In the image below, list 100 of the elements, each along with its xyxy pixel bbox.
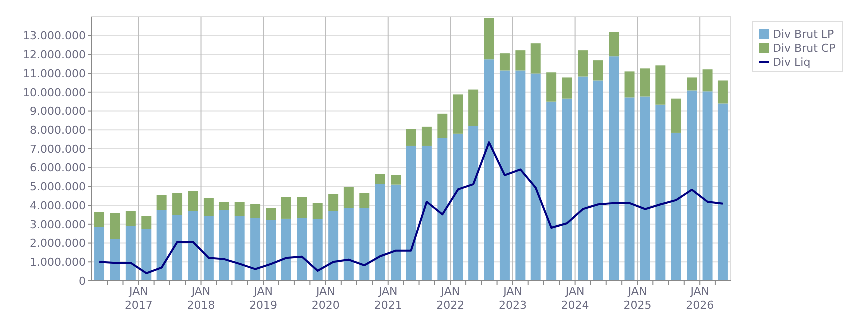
bar (546, 102, 557, 281)
bar (640, 68, 650, 97)
bar (624, 72, 635, 98)
x-tick-label: JAN 2024 (561, 285, 590, 312)
bar (671, 98, 682, 133)
bar (344, 208, 354, 281)
bar (530, 44, 541, 74)
y-tick-label: 1.000.000 (30, 256, 86, 269)
bar (94, 212, 105, 228)
bar (360, 208, 370, 281)
bar (453, 94, 464, 134)
bar (500, 70, 510, 281)
bar (516, 70, 526, 281)
x-tick-label: JAN 2019 (250, 285, 278, 312)
bar (172, 193, 183, 215)
bar (438, 138, 448, 281)
x-tick-label: JAN 2022 (436, 285, 465, 312)
legend-label: Div Brut CP (773, 42, 836, 55)
bar (281, 197, 292, 219)
bar (406, 129, 416, 146)
bar (94, 227, 105, 281)
bar (438, 114, 448, 138)
x-tick-label: JAN 2020 (312, 285, 340, 312)
bar (656, 104, 666, 281)
y-tick-label: 13.000.000 (23, 30, 86, 43)
line-series (98, 142, 724, 274)
bar (687, 78, 698, 91)
bar (344, 187, 354, 208)
bar (702, 92, 713, 281)
bar (593, 80, 604, 281)
y-tick-label: 3.000.000 (30, 218, 86, 232)
bar (422, 126, 432, 146)
bar (562, 78, 572, 99)
bar (234, 216, 245, 281)
y-tick-label: 8.000.000 (30, 124, 86, 137)
bar (453, 134, 464, 281)
x-tick-label: JAN 2018 (187, 285, 216, 312)
bar (687, 90, 698, 281)
bar (297, 218, 308, 281)
bar (656, 66, 666, 105)
bar (219, 210, 230, 281)
bar (484, 18, 494, 60)
bar (188, 191, 198, 212)
bar (188, 211, 198, 281)
bar (204, 216, 214, 281)
y-tick-label: 6.000.000 (30, 162, 86, 175)
bar (609, 32, 620, 57)
bar (578, 50, 588, 77)
bar (562, 98, 572, 281)
bar (110, 213, 120, 240)
bar (640, 96, 650, 281)
legend-label: Div Liq (773, 56, 811, 69)
bar (328, 211, 339, 281)
bar (578, 76, 588, 281)
y-tick-label: 2.000.000 (30, 237, 86, 250)
bar (530, 74, 541, 281)
bar (422, 146, 432, 281)
y-tick-label: 4.000.000 (30, 199, 86, 212)
bar (375, 184, 386, 281)
bar (312, 203, 323, 220)
bar (204, 198, 214, 216)
bar (671, 132, 682, 281)
y-tick-label: 9.000.000 (30, 105, 86, 118)
x-tick-label: JAN 2026 (686, 285, 714, 312)
x-tick-label: JAN 2023 (498, 285, 527, 312)
bar (172, 215, 183, 281)
bar (156, 195, 167, 210)
bar (718, 80, 728, 104)
bar (328, 194, 339, 212)
bar (156, 210, 167, 281)
bar (234, 202, 245, 216)
bar (593, 60, 604, 81)
bar (546, 72, 557, 102)
y-tick-label: 12.000.000 (23, 48, 86, 62)
bar (110, 239, 120, 281)
y-tick-label: 5.000.000 (30, 180, 86, 194)
bar (391, 175, 402, 185)
bar (250, 218, 261, 281)
bar (126, 226, 136, 281)
bar (281, 218, 292, 281)
bar (297, 197, 308, 218)
bar (468, 90, 479, 126)
x-tick-label: JAN 2025 (624, 285, 652, 312)
y-tick-label: 0 (79, 274, 86, 288)
bar (624, 98, 635, 281)
bar (312, 219, 323, 281)
bar (702, 70, 713, 92)
y-tick-label: 11.000.000 (23, 67, 86, 80)
x-tick-label: JAN 2017 (124, 285, 153, 312)
bar (609, 56, 620, 281)
bar (142, 229, 152, 281)
bar (126, 211, 136, 226)
bar (266, 220, 276, 281)
bar (718, 104, 728, 281)
bar (406, 146, 416, 281)
bar (500, 54, 510, 71)
y-tick-label: 10.000.000 (23, 86, 86, 100)
bar (468, 126, 479, 281)
bar (360, 193, 370, 208)
legend-label: Div Brut LP (773, 28, 835, 41)
